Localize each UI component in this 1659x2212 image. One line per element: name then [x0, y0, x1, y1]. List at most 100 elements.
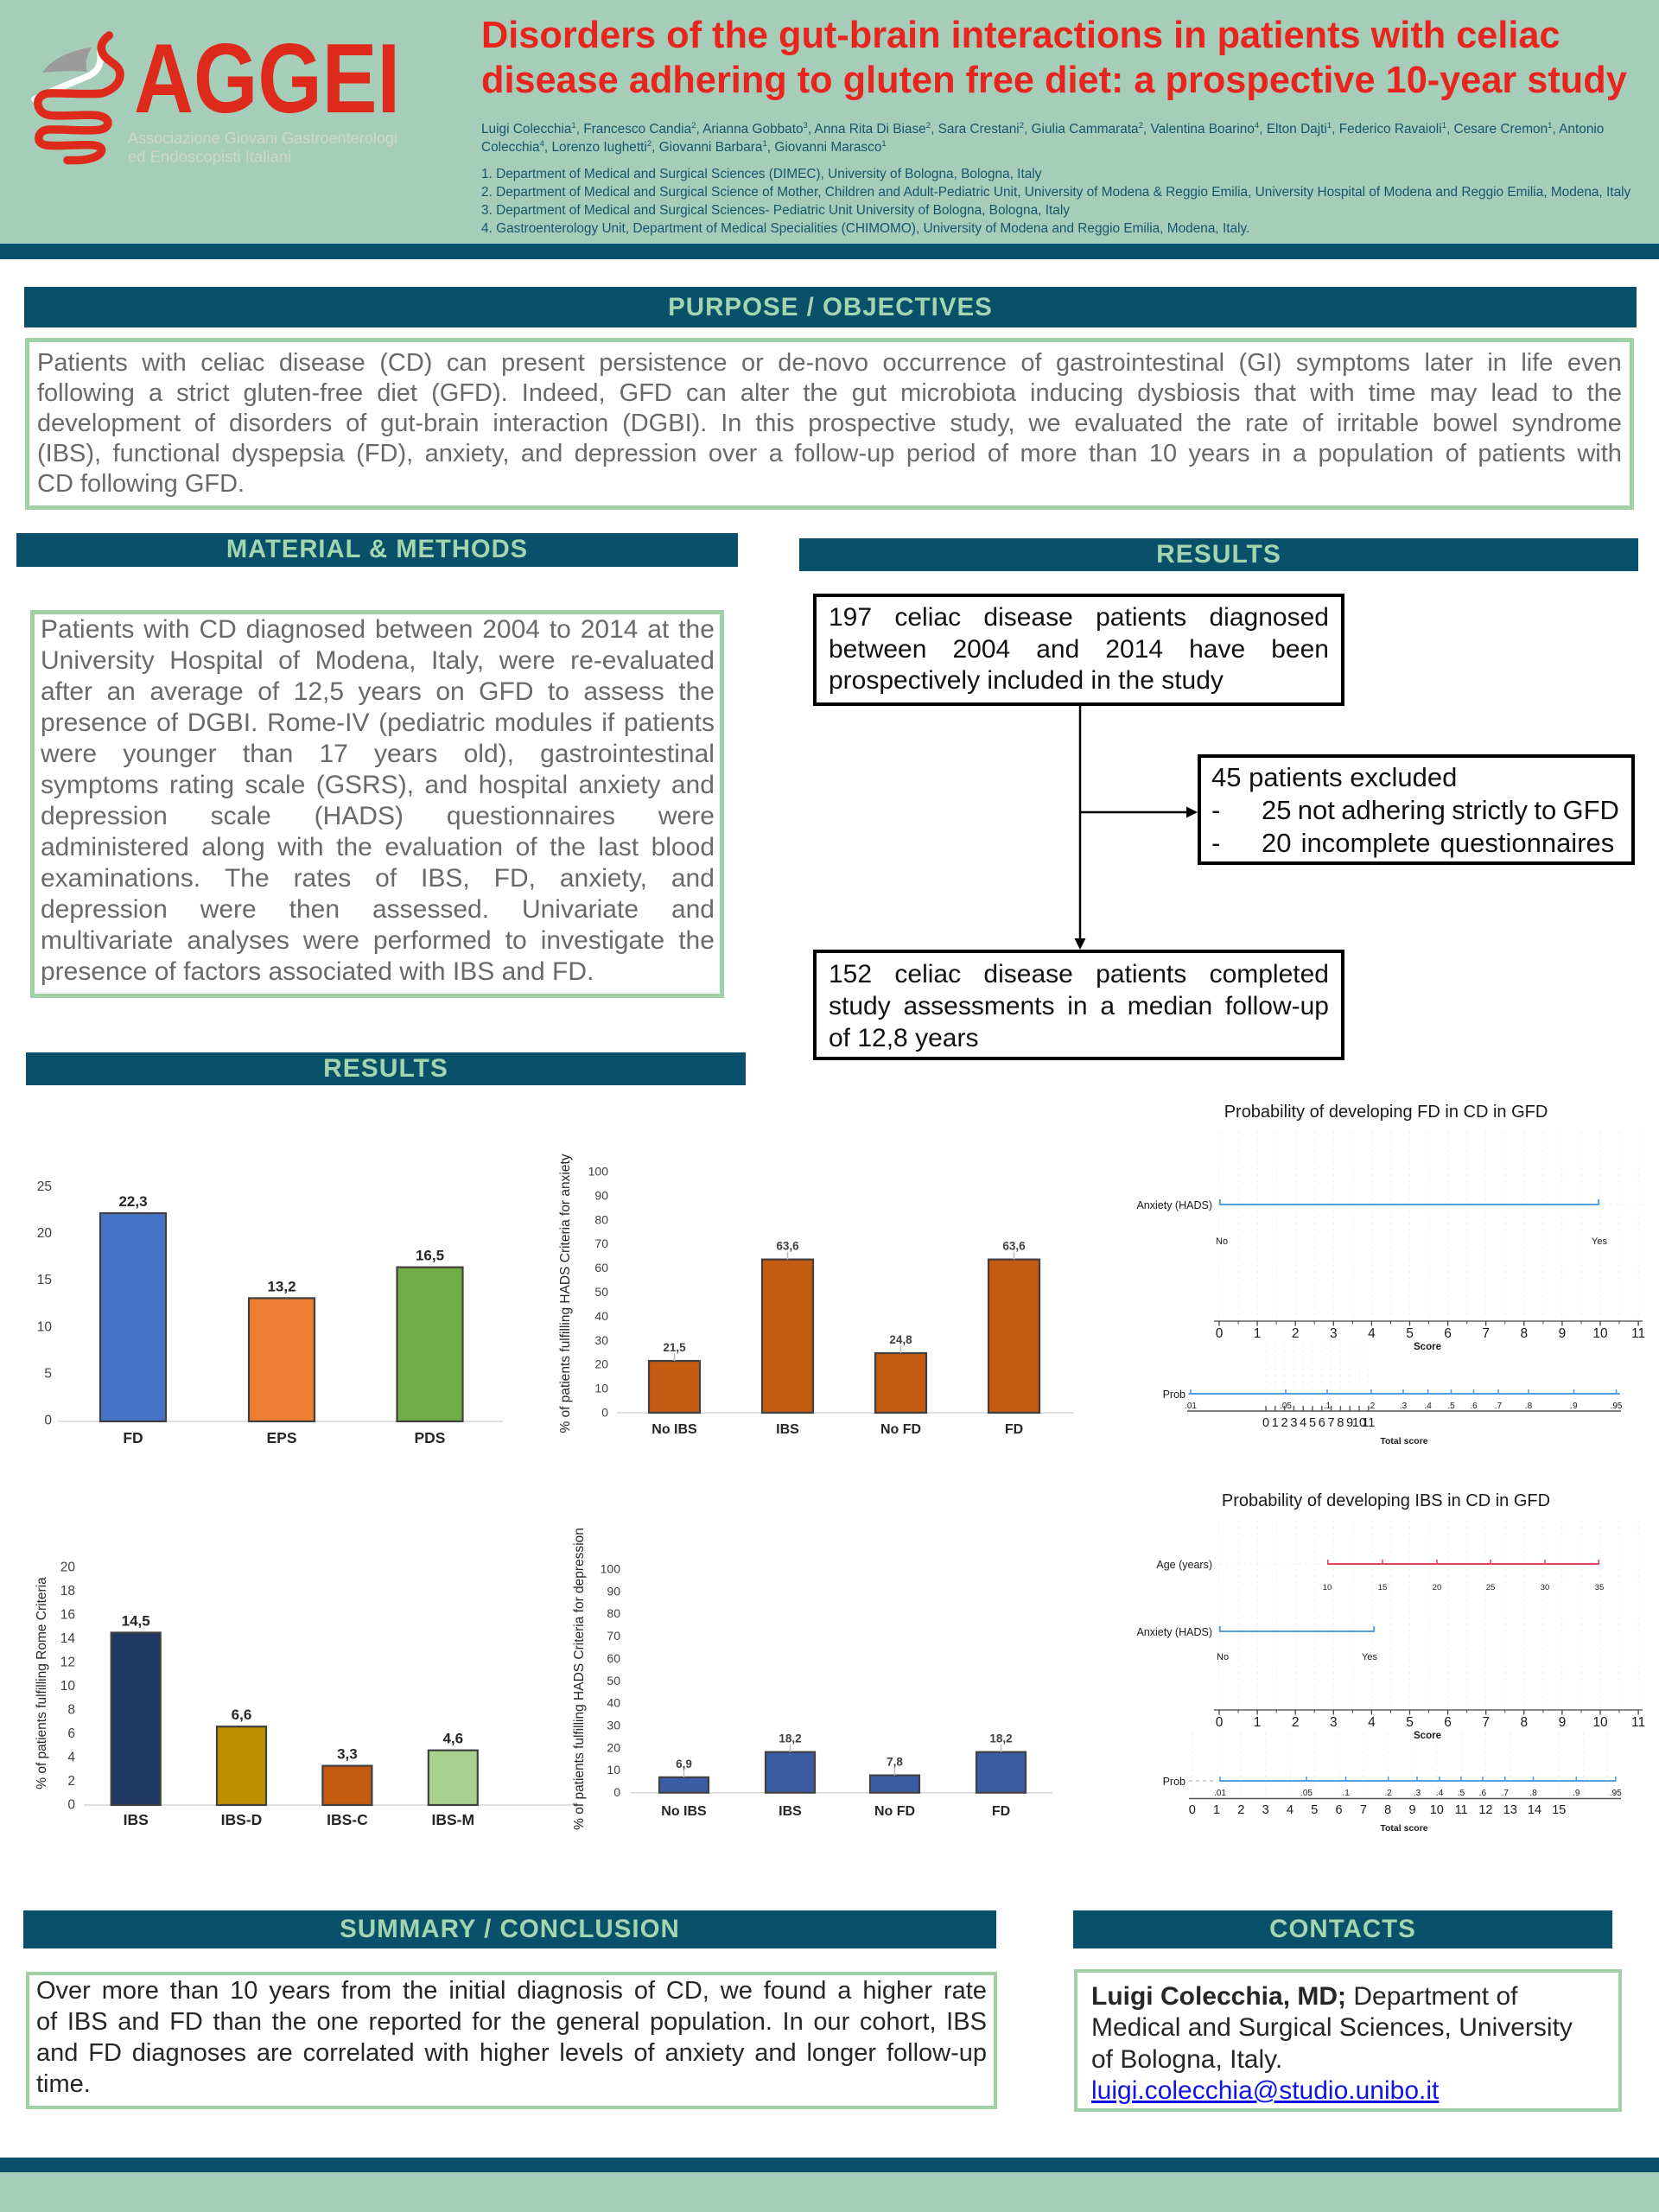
- svg-text:18,2: 18,2: [989, 1732, 1012, 1745]
- svg-text:60: 60: [607, 1651, 620, 1665]
- svg-text:Probability of developing FD i: Probability of developing FD in CD in GF…: [1224, 1103, 1548, 1122]
- svg-text:7,8: 7,8: [887, 1756, 903, 1769]
- svg-text:60: 60: [594, 1261, 608, 1274]
- svg-text:Score: Score: [1414, 1731, 1441, 1741]
- svg-text:.3: .3: [1414, 1789, 1421, 1798]
- svg-text:No: No: [1217, 1652, 1229, 1662]
- svg-text:.95: .95: [1611, 1402, 1623, 1411]
- svg-text:.4: .4: [1424, 1402, 1432, 1411]
- svg-text:.01: .01: [1214, 1789, 1226, 1798]
- svg-text:.2: .2: [1385, 1789, 1393, 1798]
- svg-text:2: 2: [67, 1774, 75, 1789]
- svg-text:6: 6: [1336, 1803, 1343, 1817]
- svg-text:IBS-D: IBS-D: [221, 1811, 263, 1828]
- svg-text:6: 6: [1444, 1715, 1452, 1730]
- svg-text:18,2: 18,2: [779, 1732, 801, 1745]
- svg-text:4: 4: [67, 1750, 75, 1764]
- svg-text:16: 16: [60, 1607, 75, 1622]
- svg-text:FD: FD: [992, 1804, 1010, 1819]
- svg-text:0: 0: [1216, 1326, 1224, 1341]
- svg-text:15: 15: [1552, 1803, 1566, 1817]
- svg-text:4,6: 4,6: [442, 1731, 463, 1747]
- svg-text:IBS: IBS: [124, 1811, 149, 1828]
- svg-text:10: 10: [594, 1382, 608, 1395]
- svg-text:.1: .1: [1324, 1402, 1332, 1411]
- svg-text:FD: FD: [123, 1429, 143, 1446]
- svg-text:0: 0: [1189, 1803, 1196, 1817]
- svg-text:5: 5: [1311, 1803, 1318, 1817]
- svg-text:7: 7: [1360, 1803, 1367, 1817]
- svg-text:20: 20: [37, 1226, 53, 1241]
- svg-text:50: 50: [594, 1285, 608, 1299]
- svg-text:% of patients fulfilling Rome: % of patients fulfilling Rome Criteria: [35, 1577, 49, 1789]
- svg-text:IBS-M: IBS-M: [432, 1811, 475, 1828]
- svg-text:.5: .5: [1458, 1789, 1465, 1798]
- svg-text:20: 20: [1433, 1583, 1442, 1592]
- svg-text:90: 90: [594, 1188, 608, 1202]
- svg-text:8: 8: [1520, 1326, 1528, 1341]
- svg-text:10: 10: [1352, 1416, 1366, 1430]
- svg-text:0: 0: [1262, 1416, 1269, 1430]
- svg-text:5: 5: [44, 1366, 52, 1381]
- svg-text:90: 90: [607, 1584, 620, 1598]
- svg-text:18: 18: [60, 1584, 75, 1599]
- svg-text:10: 10: [37, 1319, 53, 1334]
- svg-text:.95: .95: [1610, 1789, 1622, 1798]
- svg-text:.9: .9: [1573, 1789, 1580, 1798]
- svg-text:0: 0: [67, 1798, 75, 1813]
- svg-text:.6: .6: [1470, 1402, 1478, 1411]
- svg-text:IBS: IBS: [776, 1422, 799, 1437]
- svg-text:ed Endoscopisti Italiani: ed Endoscopisti Italiani: [128, 148, 291, 166]
- svg-text:50: 50: [607, 1674, 620, 1688]
- svg-text:10: 10: [1430, 1803, 1444, 1817]
- svg-text:9: 9: [1346, 1416, 1353, 1430]
- svg-text:9: 9: [1559, 1326, 1567, 1341]
- svg-text:4: 4: [1287, 1803, 1294, 1817]
- svg-text:25: 25: [37, 1179, 52, 1194]
- svg-text:30: 30: [594, 1333, 608, 1347]
- svg-text:63,6: 63,6: [776, 1240, 799, 1253]
- svg-text:Yes: Yes: [1592, 1236, 1607, 1247]
- svg-text:11: 11: [1362, 1416, 1375, 1430]
- svg-text:10: 10: [60, 1679, 76, 1694]
- svg-text:14,5: 14,5: [122, 1613, 150, 1630]
- svg-text:Prob: Prob: [1163, 1389, 1185, 1401]
- svg-text:2: 2: [1281, 1416, 1288, 1430]
- svg-text:10: 10: [1323, 1583, 1332, 1592]
- svg-text:1: 1: [1254, 1715, 1262, 1730]
- svg-text:Probability of developing IBS: Probability of developing IBS in CD in G…: [1222, 1491, 1550, 1510]
- svg-text:0: 0: [601, 1406, 608, 1420]
- svg-text:EPS: EPS: [266, 1429, 296, 1446]
- svg-text:Total score: Total score: [1380, 1436, 1427, 1446]
- svg-text:4: 4: [1368, 1326, 1376, 1341]
- svg-text:AGGEI: AGGEI: [134, 24, 400, 134]
- svg-text:12: 12: [1478, 1803, 1492, 1817]
- svg-text:.2: .2: [1368, 1402, 1376, 1411]
- svg-text:.6: .6: [1479, 1789, 1487, 1798]
- svg-text:4: 4: [1300, 1416, 1306, 1430]
- svg-text:.9: .9: [1570, 1402, 1578, 1411]
- svg-text:1: 1: [1213, 1803, 1220, 1817]
- svg-text:No FD: No FD: [874, 1804, 915, 1819]
- svg-text:1: 1: [1254, 1326, 1262, 1341]
- svg-text:70: 70: [594, 1236, 608, 1250]
- svg-text:3,3: 3,3: [337, 1746, 358, 1763]
- svg-text:Yes: Yes: [1362, 1652, 1377, 1662]
- svg-text:6: 6: [1444, 1326, 1452, 1341]
- svg-text:13: 13: [1503, 1803, 1517, 1817]
- svg-text:9: 9: [1559, 1715, 1567, 1730]
- svg-text:10: 10: [1592, 1326, 1608, 1341]
- svg-text:20: 20: [60, 1560, 76, 1574]
- svg-text:FD: FD: [1005, 1422, 1023, 1437]
- svg-text:.05: .05: [1280, 1402, 1292, 1411]
- svg-text:30: 30: [1541, 1583, 1550, 1592]
- svg-text:21,5: 21,5: [663, 1341, 686, 1354]
- svg-text:Anxiety (HADS): Anxiety (HADS): [1136, 1626, 1212, 1638]
- svg-text:11: 11: [1455, 1803, 1468, 1817]
- svg-text:5: 5: [1406, 1715, 1414, 1730]
- svg-text:.05: .05: [1300, 1789, 1313, 1798]
- svg-text:No IBS: No IBS: [652, 1422, 697, 1437]
- svg-text:.01: .01: [1185, 1402, 1197, 1411]
- svg-text:No: No: [1216, 1236, 1228, 1247]
- svg-text:% of patients fulfilling HADS: % of patients fulfilling HADS Criteria f…: [572, 1528, 587, 1830]
